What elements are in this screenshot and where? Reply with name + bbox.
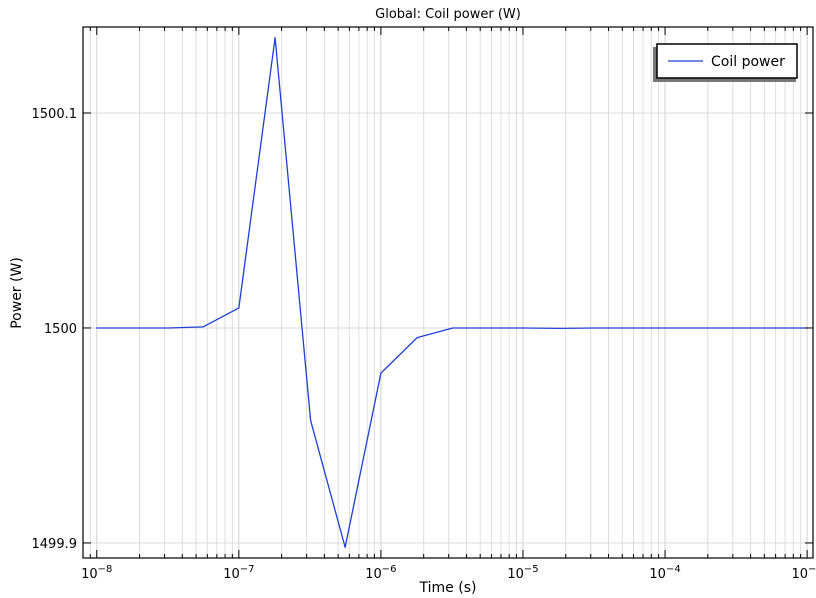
data-point	[664, 327, 666, 329]
data-point	[96, 327, 98, 329]
data-point	[202, 326, 204, 328]
data-point	[736, 327, 738, 329]
data-point	[452, 327, 454, 329]
data-point	[558, 327, 560, 330]
x-tick-label: 10−7	[223, 564, 254, 582]
data-point	[380, 372, 382, 374]
x-tick-label: 10−5	[507, 564, 538, 582]
data-point	[628, 327, 630, 329]
data-point	[132, 327, 134, 329]
data-point	[594, 327, 596, 329]
x-tick-labels: 10−810−710−610−510−410−3	[81, 564, 816, 582]
data-point	[167, 327, 170, 329]
data-point	[310, 419, 312, 422]
data-point	[416, 337, 418, 339]
data-point	[238, 307, 240, 309]
x-tick-label-base: 10	[791, 567, 808, 582]
x-tick-label: 10−6	[365, 564, 396, 582]
x-tick-label-exponent: −7	[240, 564, 255, 575]
x-axis-label: Time (s)	[419, 580, 477, 596]
x-tick-label: 10−4	[649, 564, 680, 582]
x-tick-label-exponent: −3	[808, 564, 816, 575]
y-tick-label: 1499.9	[32, 537, 78, 552]
y-axis-label: Power (W)	[9, 257, 25, 329]
plot-frame	[82, 26, 814, 559]
data-point	[522, 327, 524, 329]
x-tick-label-exponent: −8	[98, 564, 113, 575]
data-point	[770, 327, 772, 329]
grid	[82, 27, 813, 558]
data-point	[486, 327, 488, 329]
data-point	[344, 546, 346, 548]
data-point	[700, 327, 702, 329]
y-tick-labels: 1499.9 1500 1500.1	[32, 107, 78, 552]
x-tick-label-exponent: −6	[382, 564, 397, 575]
x-tick-label-base: 10	[649, 567, 666, 582]
series-layer	[96, 37, 808, 548]
x-tick-label-base: 10	[223, 567, 240, 582]
x-tick-label-exponent: −5	[524, 564, 539, 575]
plot-border	[82, 26, 814, 559]
x-tick-label-base: 10	[365, 567, 382, 582]
x-tick-label-exponent: −4	[666, 564, 681, 575]
x-tick-label-base: 10	[81, 567, 98, 582]
axis-ticks	[82, 27, 813, 558]
y-tick-label: 1500	[44, 322, 77, 337]
legend-label-coil-power: Coil power	[711, 54, 785, 70]
x-tick-label: 10−8	[81, 564, 112, 582]
legend: Coil power	[653, 43, 798, 82]
x-tick-label: 10−3	[791, 564, 816, 582]
y-tick-label: 1500.1	[32, 107, 78, 122]
chart-title: Global: Coil power (W)	[375, 7, 521, 22]
x-tick-label-base: 10	[507, 567, 524, 582]
data-point	[274, 37, 276, 39]
